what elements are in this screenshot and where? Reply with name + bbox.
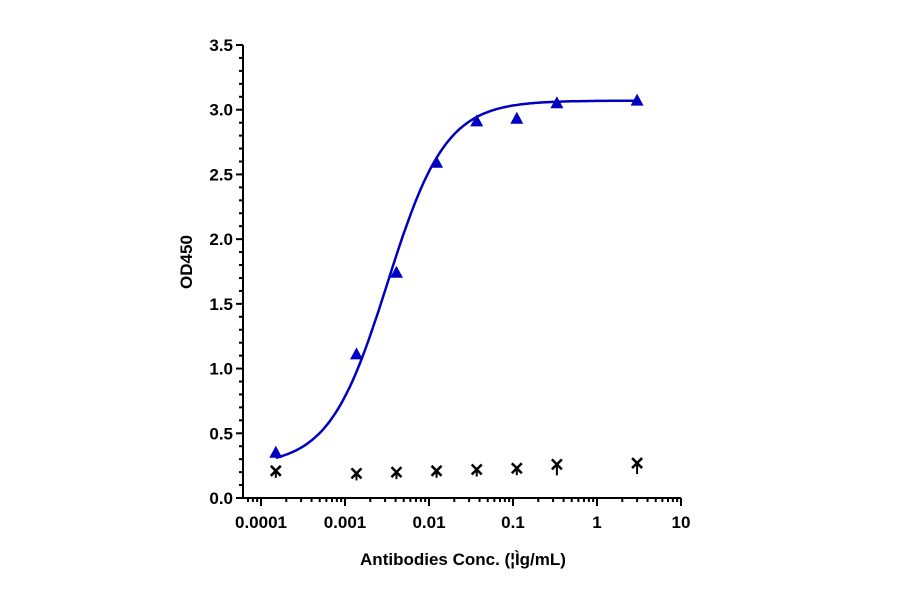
x-marker — [430, 464, 443, 478]
triangle-marker — [550, 96, 564, 109]
y-tick-label: 2.5 — [209, 165, 233, 184]
triangle-marker — [349, 347, 363, 360]
x-tick-label: 10 — [672, 513, 691, 532]
x-marker — [551, 458, 563, 476]
triangle-marker — [269, 445, 283, 458]
x-axis: 0.0001 0.001 0.01 0.1 1 10 — [235, 497, 691, 532]
y-tick-label: 3.5 — [209, 36, 233, 55]
x-marker — [631, 457, 643, 475]
y-axis: 0.0 0.5 1.0 1.5 2.0 2.5 3.0 3.5 — [209, 36, 244, 508]
x-axis-title: Antibodies Conc. (¦Ìg/mL) — [360, 550, 566, 569]
triangle-marker — [630, 93, 644, 106]
y-axis-title: OD450 — [177, 235, 196, 289]
y-tick-label: 2.0 — [209, 230, 233, 249]
x-tick-label: 0.001 — [324, 513, 367, 532]
x-tick-label: 0.1 — [501, 513, 525, 532]
y-tick-label: 0.5 — [209, 424, 233, 443]
plot-area — [269, 93, 644, 481]
x-tick-label: 1 — [592, 513, 601, 532]
triangle-marker — [510, 111, 524, 124]
fit-curve — [275, 99, 638, 460]
x-tick-label: 0.0001 — [235, 513, 287, 532]
x-marker — [390, 466, 403, 480]
triangle-marker — [470, 114, 484, 127]
triangle-marker — [430, 155, 444, 168]
y-tick-label: 0.0 — [209, 489, 233, 508]
triangle-marker — [389, 265, 403, 278]
y-tick-label: 1.5 — [209, 295, 233, 314]
x-marker — [269, 464, 282, 478]
y-tick-label: 3.0 — [209, 101, 233, 120]
x-tick-label: 0.01 — [412, 513, 445, 532]
x-marker — [470, 463, 483, 477]
x-marker — [510, 462, 523, 476]
x-marker — [350, 467, 363, 481]
y-tick-label: 1.0 — [209, 360, 233, 379]
